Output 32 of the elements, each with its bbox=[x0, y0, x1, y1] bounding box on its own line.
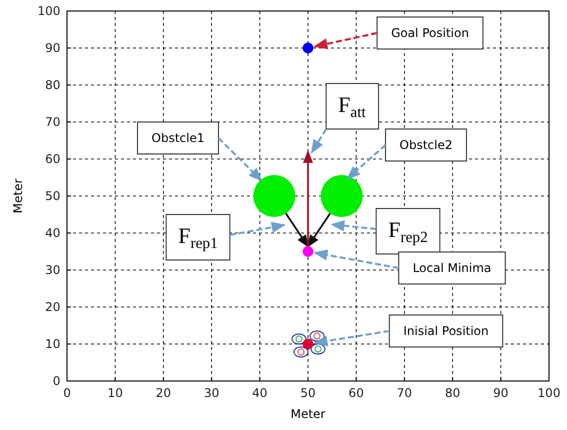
annotation: Obstcle2 bbox=[400, 138, 452, 152]
y-tick-label: 100 bbox=[37, 4, 60, 18]
y-tick-label: 30 bbox=[45, 262, 60, 277]
x-tick-label: 0 bbox=[63, 386, 71, 400]
annotation: Local Minima bbox=[412, 261, 492, 275]
annotation: F$_{rep2}$ bbox=[388, 216, 428, 246]
x-tick-label: 30 bbox=[204, 386, 220, 400]
x-tick-label: 80 bbox=[444, 386, 460, 400]
x-tick-label: 100 bbox=[538, 386, 560, 400]
x-tick-label: 10 bbox=[108, 386, 123, 400]
y-tick-label: 80 bbox=[45, 78, 60, 92]
annotation: Goal Position bbox=[391, 26, 469, 40]
x-tick-label: 20 bbox=[156, 386, 172, 400]
x-tick-label: 50 bbox=[300, 386, 316, 400]
y-tick-label: 20 bbox=[45, 300, 60, 314]
annotation: Obstcle1 bbox=[152, 131, 204, 145]
annotation: F$_{att}$ bbox=[338, 92, 367, 121]
x-tick-label: 40 bbox=[252, 386, 268, 400]
annotation: F$_{rep1}$ bbox=[178, 222, 218, 252]
y-tick-label: 40 bbox=[45, 226, 60, 240]
x-tick-label: 70 bbox=[396, 386, 412, 400]
x-tick-label: 60 bbox=[348, 386, 364, 400]
annotation: Inisial Position bbox=[403, 324, 489, 338]
y-tick-label: 60 bbox=[45, 152, 60, 166]
y-tick-label: 50 bbox=[45, 188, 60, 203]
y-tick-label: 70 bbox=[45, 114, 60, 129]
y-tick-label: 10 bbox=[45, 336, 60, 351]
x-tick-label: 90 bbox=[493, 386, 508, 400]
y-tick-label: 0 bbox=[52, 374, 60, 388]
y-axis-title: Meter bbox=[11, 178, 25, 214]
x-axis-title: Meter bbox=[290, 407, 326, 421]
y-tick-label: 90 bbox=[45, 40, 60, 55]
